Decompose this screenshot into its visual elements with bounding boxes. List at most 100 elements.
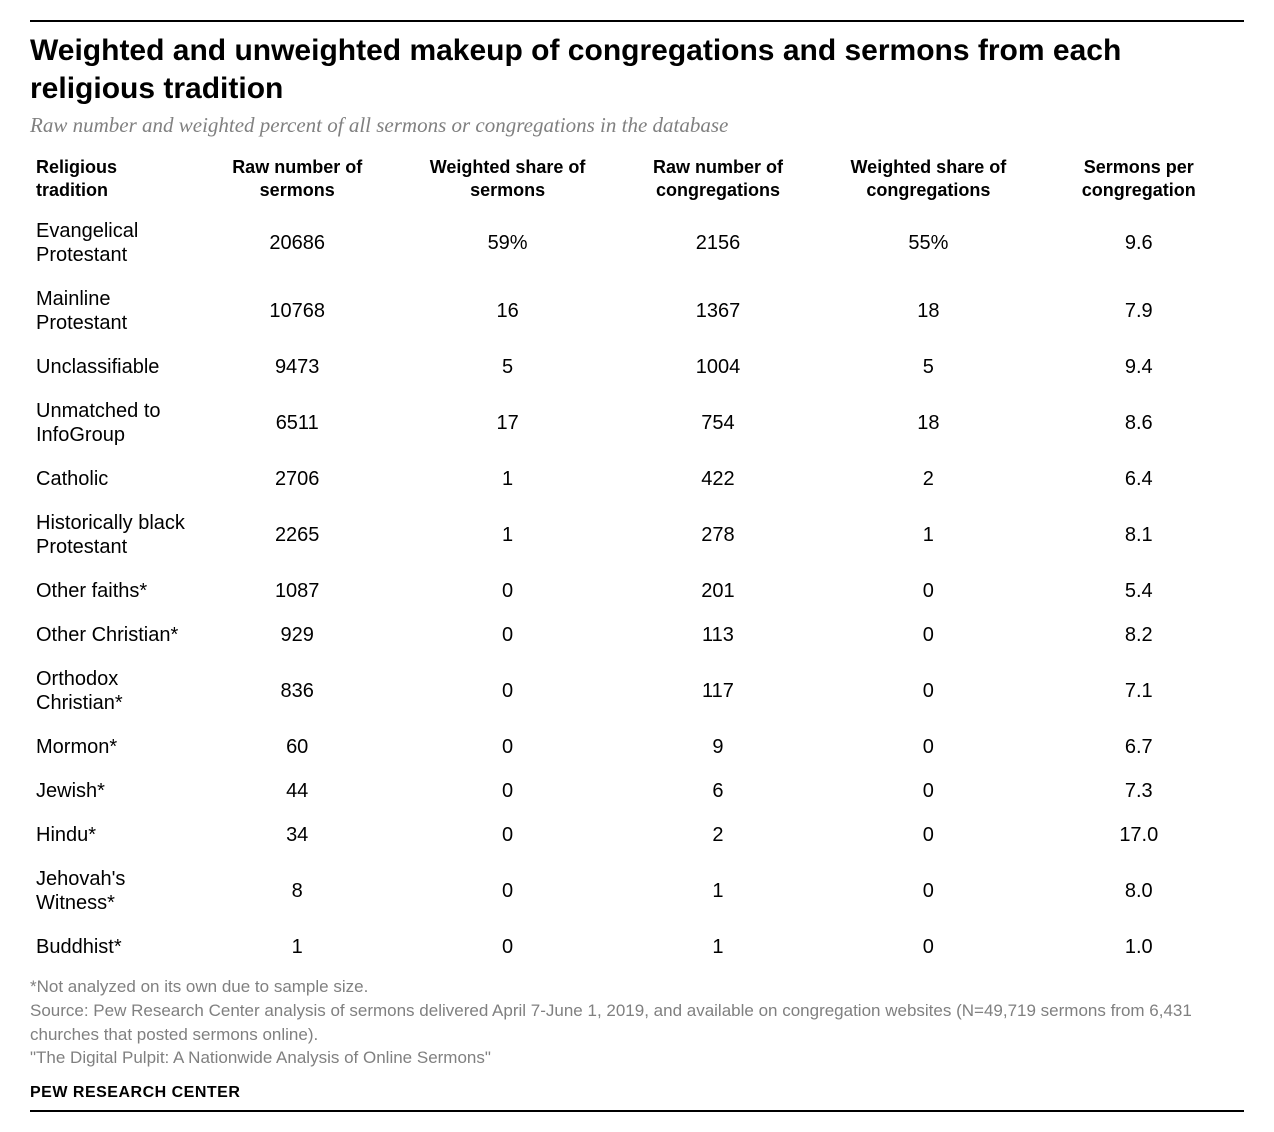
bottom-rule [30,1110,1244,1112]
table-cell: 278 [613,501,823,569]
table-row: Catholic2706142226.4 [30,457,1244,501]
table-cell: 8.2 [1034,613,1244,657]
col-header-raw-congregations: Raw number of congregations [613,152,823,209]
table-row: Unclassifiable94735100459.4 [30,345,1244,389]
table-row: Jehovah's Witness*80108.0 [30,857,1244,925]
table-cell: 10768 [192,277,402,345]
table-cell: 2156 [613,209,823,277]
table-row: Unmatched to InfoGroup651117754188.6 [30,389,1244,457]
table-cell: 16 [402,277,612,345]
table-cell: 0 [402,769,612,813]
table-row: Buddhist*10101.0 [30,925,1244,969]
table-row: Hindu*3402017.0 [30,813,1244,857]
table-cell: 0 [823,925,1033,969]
table-cell: 7.3 [1034,769,1244,813]
table-cell: Mainline Protestant [30,277,192,345]
table-cell: 117 [613,657,823,725]
table-cell: 201 [613,569,823,613]
chart-title: Weighted and unweighted makeup of congre… [30,32,1244,107]
table-cell: 7.9 [1034,277,1244,345]
table-header-row: Religious tradition Raw number of sermon… [30,152,1244,209]
col-header-weighted-congregations: Weighted share of congregations [823,152,1033,209]
footnote-asterisk: *Not analyzed on its own due to sample s… [30,975,1244,999]
table-cell: 2265 [192,501,402,569]
table-row: Jewish*440607.3 [30,769,1244,813]
table-cell: 18 [823,389,1033,457]
table-cell: 17.0 [1034,813,1244,857]
table-row: Historically black Protestant2265127818.… [30,501,1244,569]
table-cell: 0 [402,569,612,613]
footnote-report: "The Digital Pulpit: A Nationwide Analys… [30,1046,1244,1070]
table-cell: 9.4 [1034,345,1244,389]
table-cell: 1 [613,925,823,969]
table-cell: 60 [192,725,402,769]
col-header-sermons-per: Sermons per congregation [1034,152,1244,209]
table-cell: 8.6 [1034,389,1244,457]
table-cell: Catholic [30,457,192,501]
table-cell: 1 [192,925,402,969]
table-cell: 5.4 [1034,569,1244,613]
table-cell: 17 [402,389,612,457]
col-header-raw-sermons: Raw number of sermons [192,152,402,209]
table-cell: 8.1 [1034,501,1244,569]
table-cell: Evangelical Protestant [30,209,192,277]
top-rule [30,20,1244,22]
table-cell: 6 [613,769,823,813]
table-cell: Other faiths* [30,569,192,613]
table-cell: 7.1 [1034,657,1244,725]
attribution: PEW RESEARCH CENTER [30,1084,1244,1102]
table-cell: Other Christian* [30,613,192,657]
table-cell: 836 [192,657,402,725]
table-cell: 0 [823,813,1033,857]
table-cell: 1367 [613,277,823,345]
table-cell: 0 [402,925,612,969]
col-header-tradition: Religious tradition [30,152,192,209]
table-row: Other faiths*1087020105.4 [30,569,1244,613]
table-cell: 2706 [192,457,402,501]
table-cell: Historically black Protestant [30,501,192,569]
table-cell: 44 [192,769,402,813]
table-cell: Buddhist* [30,925,192,969]
table-cell: 55% [823,209,1033,277]
data-table: Religious tradition Raw number of sermon… [30,152,1244,969]
col-header-weighted-sermons: Weighted share of sermons [402,152,612,209]
table-cell: 6.7 [1034,725,1244,769]
table-cell: Mormon* [30,725,192,769]
table-cell: 2 [823,457,1033,501]
table-row: Other Christian*929011308.2 [30,613,1244,657]
table-cell: 929 [192,613,402,657]
footnote-source: Source: Pew Research Center analysis of … [30,999,1244,1047]
table-cell: Hindu* [30,813,192,857]
table-cell: 1 [823,501,1033,569]
footnotes: *Not analyzed on its own due to sample s… [30,975,1244,1070]
table-cell: 8.0 [1034,857,1244,925]
table-cell: 5 [823,345,1033,389]
table-cell: Jewish* [30,769,192,813]
table-row: Mainline Protestant10768161367187.9 [30,277,1244,345]
chart-subtitle: Raw number and weighted percent of all s… [30,113,1244,138]
table-cell: Jehovah's Witness* [30,857,192,925]
table-cell: 9 [613,725,823,769]
table-cell: 59% [402,209,612,277]
table-cell: 6511 [192,389,402,457]
table-row: Mormon*600906.7 [30,725,1244,769]
table-cell: 0 [402,813,612,857]
table-cell: 5 [402,345,612,389]
table-cell: 1 [402,501,612,569]
table-cell: 0 [823,613,1033,657]
table-cell: 1.0 [1034,925,1244,969]
table-cell: 1 [402,457,612,501]
table-cell: 113 [613,613,823,657]
table-cell: 0 [402,857,612,925]
table-cell: Unclassifiable [30,345,192,389]
table-cell: 0 [402,725,612,769]
table-cell: Unmatched to InfoGroup [30,389,192,457]
table-row: Evangelical Protestant2068659%215655%9.6 [30,209,1244,277]
table-cell: 34 [192,813,402,857]
table-cell: 9473 [192,345,402,389]
table-cell: 8 [192,857,402,925]
table-cell: 0 [823,657,1033,725]
table-cell: 1 [613,857,823,925]
table-cell: Orthodox Christian* [30,657,192,725]
table-cell: 2 [613,813,823,857]
